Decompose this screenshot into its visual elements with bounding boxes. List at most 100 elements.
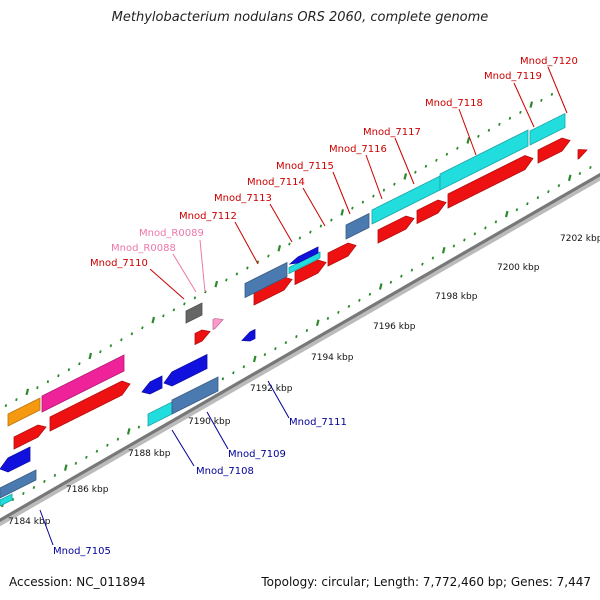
- cyan-gene-block: [439, 129, 529, 191]
- forward-gene-arrow: [49, 380, 131, 432]
- scale-minor-tick: [232, 371, 235, 375]
- scale-minor-tick: [368, 292, 372, 296]
- scale-major-tick: [567, 174, 572, 182]
- scale-major-tick: [63, 464, 68, 471]
- forward-gene-arrow: [447, 155, 534, 209]
- forward-gene-arrow: [537, 137, 571, 164]
- upper-minor-tick: [235, 272, 239, 276]
- upper-minor-tick: [414, 170, 417, 174]
- scale-minor-tick: [74, 461, 78, 465]
- upper-minor-tick: [141, 326, 144, 330]
- upper-minor-tick: [498, 122, 501, 126]
- upper-minor-tick: [172, 308, 176, 312]
- upper-minor-tick: [130, 332, 134, 336]
- gene-label-mnod-r0088: Mnod_R0088: [111, 243, 176, 254]
- reverse-gene-arrow: [163, 353, 208, 387]
- scale-minor-tick: [400, 274, 403, 278]
- forward-gene-arrow: [13, 424, 47, 450]
- scale-minor-tick: [526, 202, 529, 206]
- gene-label-mnod-7118: Mnod_7118: [425, 98, 483, 109]
- upper-minor-tick: [435, 158, 438, 162]
- scale-minor-tick: [494, 220, 498, 224]
- scale-minor-tick: [242, 365, 246, 369]
- label-leader-line: [234, 221, 259, 265]
- cyan-gene-block: [0, 493, 13, 507]
- label-leader-line: [171, 429, 195, 467]
- orange-gene-block: [7, 397, 41, 427]
- upper-minor-tick: [508, 116, 512, 120]
- label-leader-line: [269, 203, 293, 243]
- reverse-gene-arrow: [141, 375, 163, 395]
- upper-major-tick: [88, 352, 93, 360]
- gene-label-mnod-7116: Mnod_7116: [329, 144, 387, 155]
- upper-minor-tick: [540, 98, 543, 102]
- gene-label-mnod-7105: Mnod_7105: [53, 546, 111, 557]
- scale-minor-tick: [358, 298, 361, 302]
- label-leader-line: [39, 509, 54, 546]
- scale-major-tick: [378, 283, 383, 290]
- forward-gene-arrow: [253, 276, 293, 306]
- forward-gene-arrow: [294, 259, 327, 286]
- gene-label-mnod-7112: Mnod_7112: [179, 211, 237, 222]
- scale-minor-tick: [431, 256, 435, 260]
- upper-minor-tick: [246, 266, 249, 270]
- upper-minor-tick: [477, 134, 480, 138]
- gene-label-mnod-7110: Mnod_7110: [90, 258, 148, 269]
- scale-minor-tick: [410, 268, 414, 272]
- gene-label-mnod-7115: Mnod_7115: [276, 161, 334, 172]
- upper-minor-tick: [382, 188, 386, 192]
- gray-gene-block: [185, 302, 203, 324]
- upper-major-tick: [529, 101, 534, 108]
- gene-label-mnod-7108: Mnod_7108: [196, 466, 254, 477]
- scale-label: 7184 kbp: [8, 517, 51, 527]
- scale-minor-tick: [284, 341, 288, 345]
- upper-minor-tick: [67, 368, 71, 372]
- label-leader-line: [547, 66, 568, 114]
- label-leader-line: [149, 268, 185, 300]
- scale-minor-tick: [463, 238, 466, 242]
- gene-label-mnod-7120: Mnod_7120: [520, 56, 578, 67]
- label-leader-line: [302, 187, 326, 227]
- upper-minor-tick: [193, 296, 197, 300]
- label-leader-line: [458, 108, 477, 156]
- upper-minor-tick: [288, 242, 291, 246]
- upper-minor-tick: [361, 200, 365, 204]
- forward-gene-arrow: [377, 215, 415, 244]
- scale-minor-tick: [263, 353, 267, 357]
- reverse-gene-arrow: [288, 246, 319, 265]
- scale-label: 7198 kbp: [435, 292, 478, 302]
- upper-minor-tick: [120, 338, 123, 342]
- scale-minor-tick: [389, 280, 393, 284]
- upper-minor-tick: [456, 146, 459, 150]
- label-leader-line: [172, 253, 197, 293]
- upper-minor-tick: [225, 278, 228, 282]
- scale-label: 7196 kbp: [373, 322, 416, 332]
- upper-minor-tick: [319, 224, 323, 228]
- accession-text: Accession: NC_011894: [9, 575, 146, 589]
- scale-minor-tick: [421, 262, 424, 266]
- gene-label-mnod-7113: Mnod_7113: [214, 193, 272, 204]
- genome-backbone-shadow: [0, 172, 600, 527]
- gene-label-mnod-7119: Mnod_7119: [484, 71, 542, 82]
- label-leader-line: [206, 411, 229, 450]
- scale-minor-tick: [536, 196, 540, 200]
- label-leader-line: [365, 154, 383, 200]
- scale-minor-tick: [85, 455, 88, 459]
- scale-major-tick: [252, 355, 257, 363]
- upper-minor-tick: [550, 92, 554, 96]
- gene-label-mnod-7114: Mnod_7114: [247, 177, 305, 188]
- rna-gene-arrow: [212, 318, 224, 331]
- upper-minor-tick: [372, 194, 375, 198]
- upper-minor-tick: [298, 236, 302, 240]
- scale-label: 7194 kbp: [311, 353, 354, 363]
- scale-minor-tick: [557, 184, 561, 188]
- upper-major-tick: [340, 209, 345, 216]
- forward-gene-arrow: [577, 149, 588, 160]
- steelblue-gene-block: [171, 376, 219, 415]
- scale-label: 7186 kbp: [66, 485, 109, 495]
- scale-minor-tick: [305, 328, 309, 333]
- upper-major-tick: [214, 280, 219, 288]
- scale-minor-tick: [337, 310, 340, 314]
- scale-minor-tick: [43, 479, 46, 483]
- upper-minor-tick: [487, 128, 491, 132]
